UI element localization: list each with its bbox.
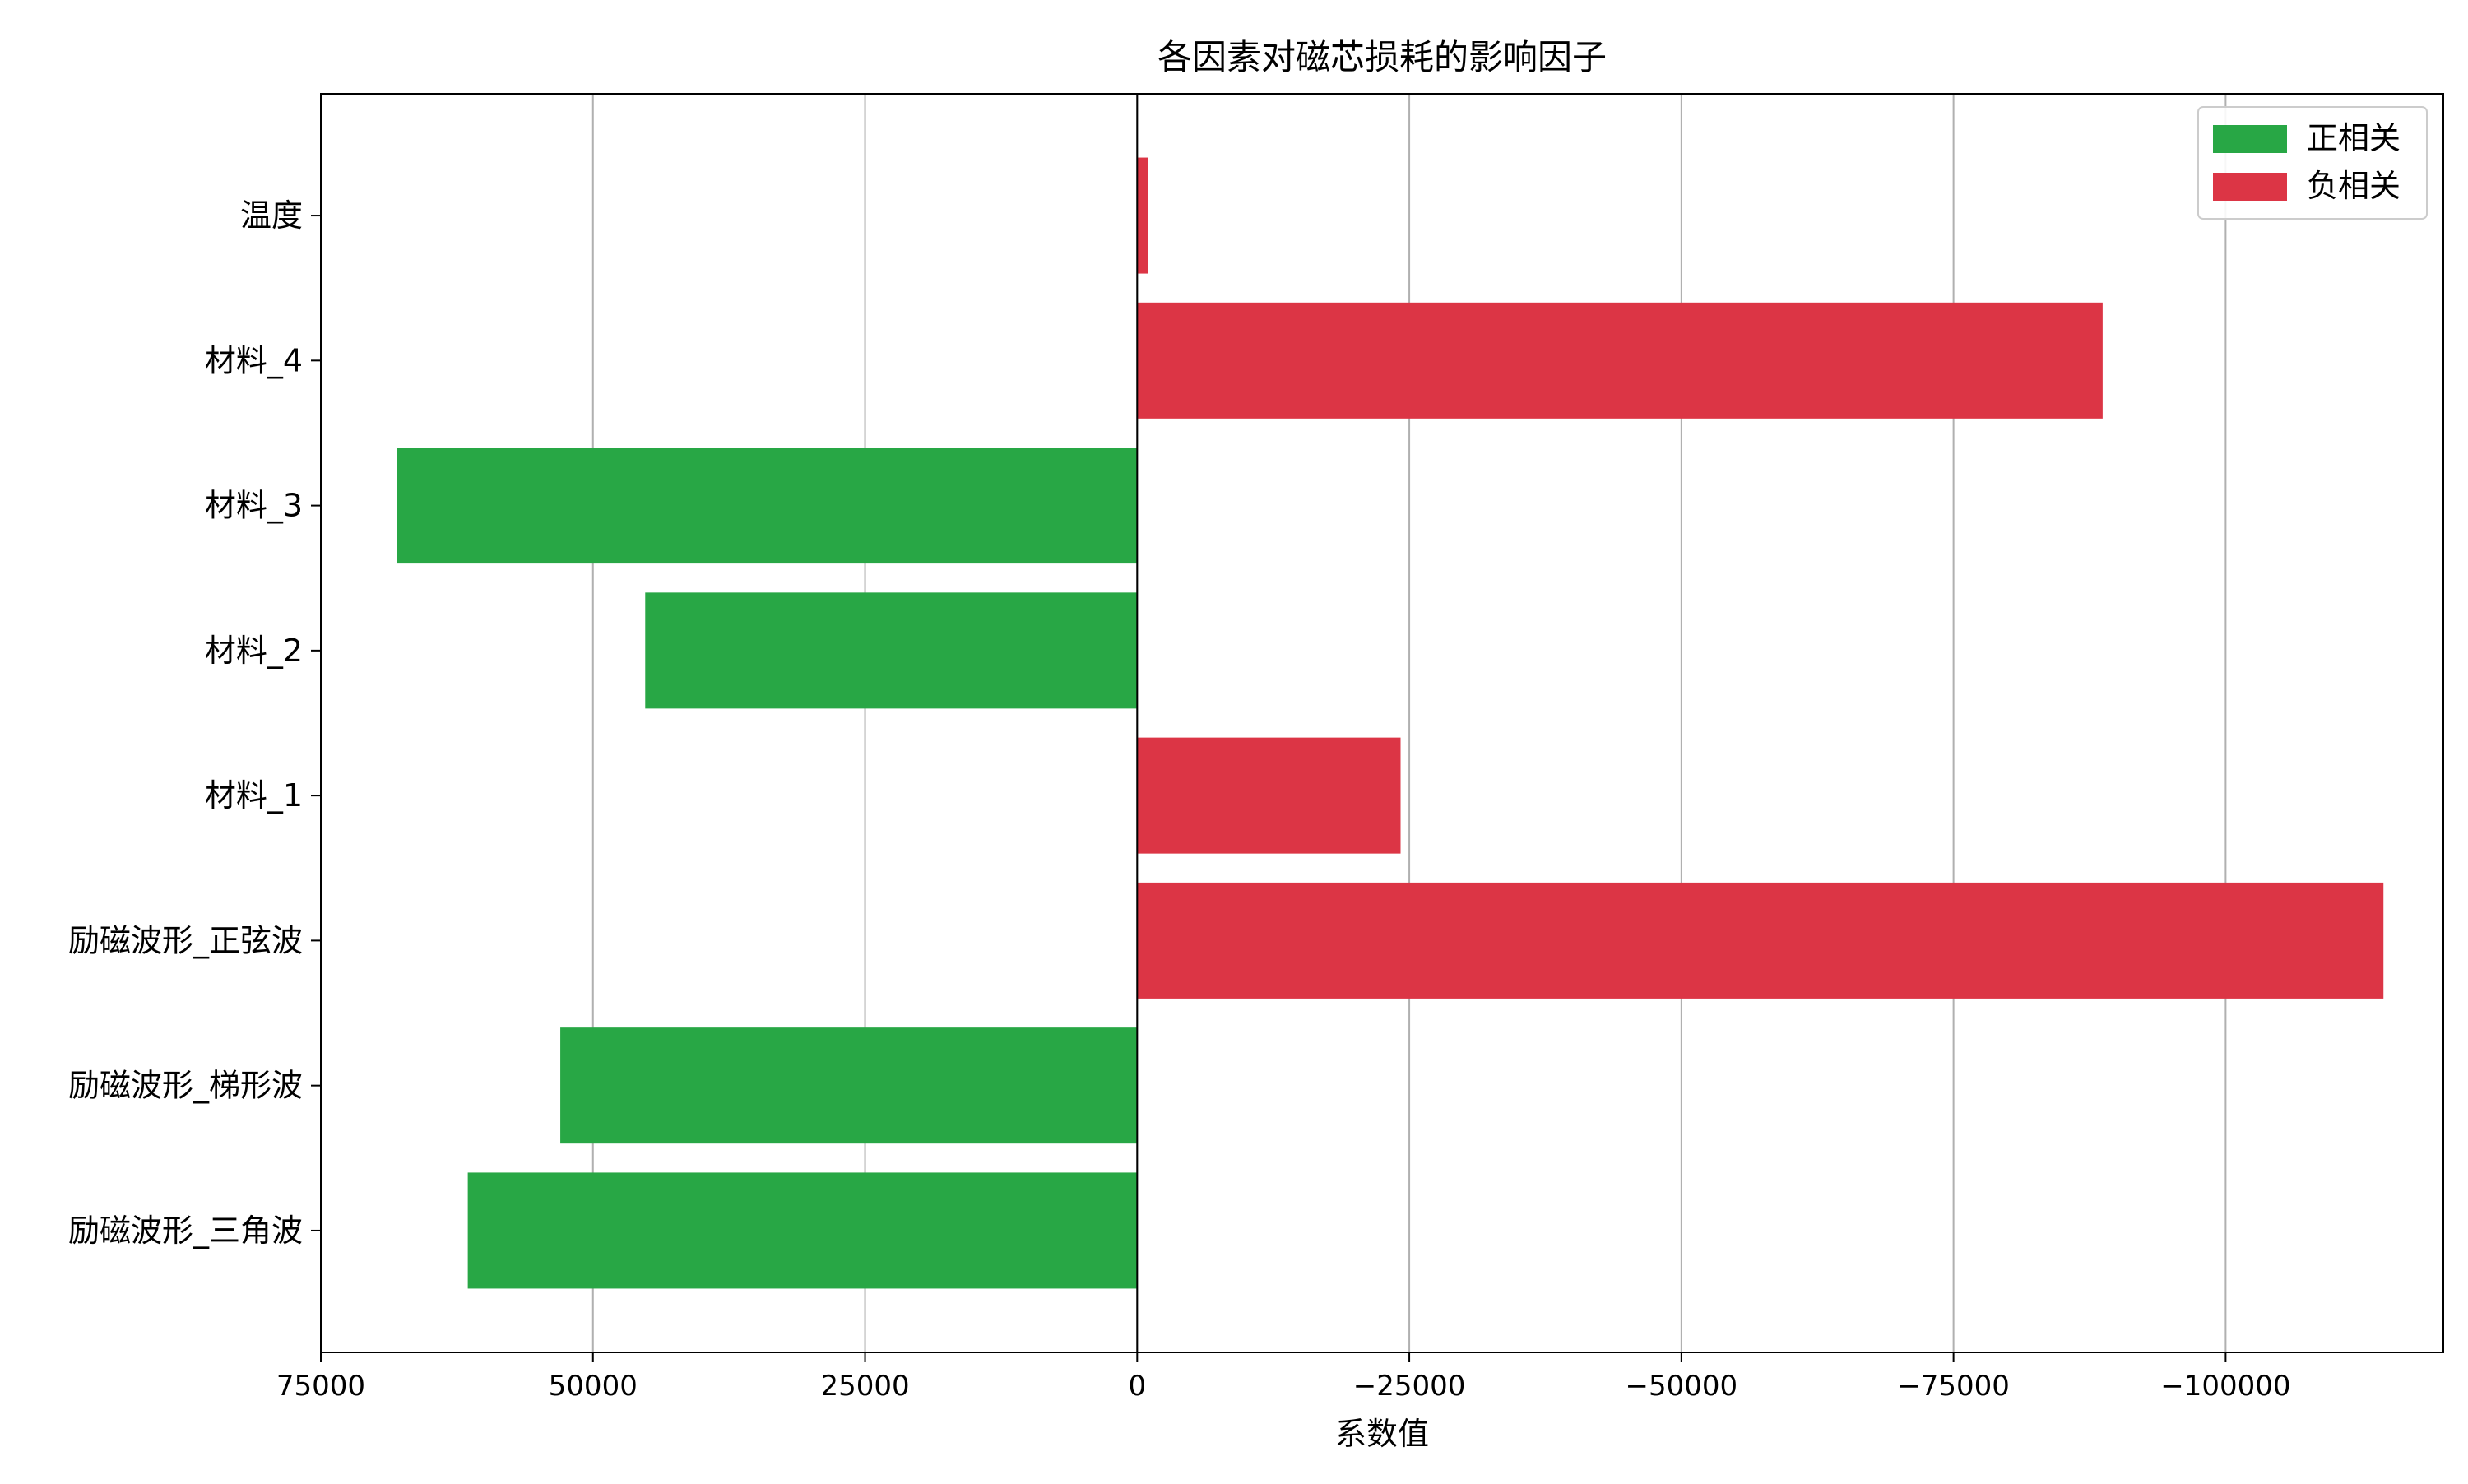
x-axis-label: 系数值: [1335, 1416, 1429, 1452]
chart-title: 各因素对磁芯损耗的影响因子: [1157, 37, 1607, 77]
x-tick-label: −75000: [1897, 1370, 2010, 1403]
y-tick-label: 励磁波形_正弦波: [68, 922, 303, 958]
y-tick-label: 材料_4: [205, 342, 303, 378]
bar-negative: [1137, 882, 2384, 999]
bar-positive: [560, 1027, 1138, 1144]
bars: [397, 157, 2384, 1289]
bar-negative: [1137, 737, 1401, 854]
legend-label: 正相关: [2307, 120, 2401, 156]
x-tick-label: −50000: [1626, 1370, 1738, 1403]
bar-negative: [1137, 302, 2103, 419]
y-tick-label: 励磁波形_梯形波: [68, 1068, 303, 1104]
x-tick-label: 75000: [276, 1370, 365, 1403]
x-tick-label: −100000: [2160, 1370, 2290, 1403]
legend-label: 负相关: [2307, 168, 2401, 204]
y-tick-label: 材料_2: [205, 633, 303, 669]
legend-swatch: [2213, 173, 2287, 201]
y-tick-label: 材料_3: [205, 488, 303, 524]
legend-swatch: [2213, 125, 2287, 153]
bar-positive: [645, 592, 1138, 709]
bar-positive: [467, 1172, 1138, 1289]
plot-frame: [320, 93, 2444, 1353]
y-tick-label: 材料_1: [205, 777, 303, 814]
y-tick-label: 温度: [240, 197, 303, 234]
bar-negative: [1137, 157, 1148, 274]
x-tick-label: −25000: [1353, 1370, 1466, 1403]
x-tick-label: 25000: [820, 1370, 909, 1403]
y-tick-label: 励磁波形_三角波: [68, 1213, 303, 1249]
x-tick-label: 50000: [549, 1370, 638, 1403]
bar-positive: [397, 448, 1138, 564]
x-tick-label: 0: [1128, 1370, 1146, 1403]
x-axis-ticks: 75000 50000 25000 0 −25000 −50000 −75000 −10000…: [276, 1352, 2291, 1403]
